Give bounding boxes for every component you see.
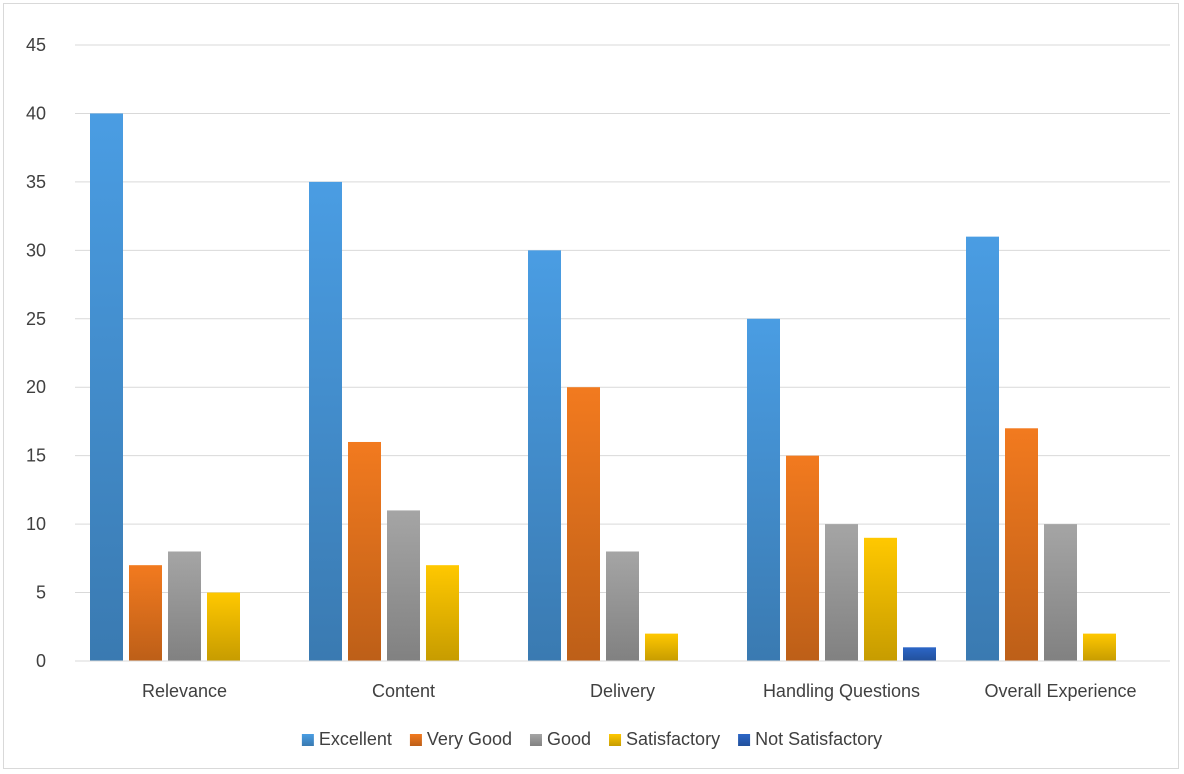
y-tick-label: 25 [26, 309, 46, 329]
bar-4-1 [1005, 428, 1038, 661]
y-tick-label: 15 [26, 446, 46, 466]
legend-item: Satisfactory [609, 729, 720, 749]
category-labels: Relevance Content Delivery Handling Questio… [142, 681, 1137, 701]
y-tick-label: 0 [36, 651, 46, 671]
bar-4-0 [966, 236, 999, 661]
bar-3-2 [825, 524, 858, 661]
y-tick-label: 40 [26, 103, 46, 123]
category-label: Relevance [142, 681, 227, 701]
bar-3-3 [864, 537, 897, 661]
y-tick-label: 35 [26, 172, 46, 192]
y-tick-label: 45 [26, 35, 46, 55]
legend-item: Good [529, 729, 591, 749]
legend-item: Excellent [301, 729, 392, 749]
category-label: Handling Questions [763, 681, 920, 701]
bar-0-1 [129, 565, 162, 661]
y-axis-ticks: 0 5 10 15 20 25 30 35 40 45 [26, 35, 46, 671]
bar-2-0 [528, 250, 561, 662]
y-tick-label: 5 [36, 583, 46, 603]
category-label: Content [372, 681, 435, 701]
bar-0-2 [168, 551, 201, 661]
legend-label: Very Good [427, 729, 512, 749]
legend-swatch [409, 734, 422, 746]
bar-4-3 [1083, 633, 1116, 661]
legend-swatch [529, 734, 542, 746]
category-label: Overall Experience [984, 681, 1136, 701]
y-tick-label: 10 [26, 514, 46, 534]
legend-label: Good [547, 729, 591, 749]
bar-0-0 [90, 113, 123, 661]
category-label: Delivery [590, 681, 655, 701]
bar-3-1 [786, 455, 819, 661]
bar-0-3 [207, 592, 240, 661]
legend-label: Satisfactory [626, 729, 720, 749]
y-tick-label: 20 [26, 377, 46, 397]
legend-label: Not Satisfactory [755, 729, 882, 749]
bar-1-3 [426, 565, 459, 661]
bar-3-0 [747, 318, 780, 661]
legend-label: Excellent [319, 729, 392, 749]
bar-1-1 [348, 441, 381, 661]
legend-swatch [301, 734, 314, 746]
legend-item: Very Good [409, 729, 512, 749]
bar-2-1 [567, 387, 600, 661]
legend-item: Not Satisfactory [738, 729, 882, 749]
bars [90, 113, 1116, 662]
legend-swatch [738, 734, 751, 746]
legend-swatch [609, 734, 622, 746]
bar-1-2 [387, 510, 420, 661]
bar-2-3 [645, 633, 678, 661]
bar-1-0 [309, 181, 342, 661]
bar-4-2 [1044, 524, 1077, 661]
bar-2-2 [606, 551, 639, 661]
legend: Excellent Very Good Good Satisfactory Not Sa… [301, 729, 882, 749]
y-tick-label: 30 [26, 240, 46, 260]
bar-3-4 [903, 647, 936, 661]
